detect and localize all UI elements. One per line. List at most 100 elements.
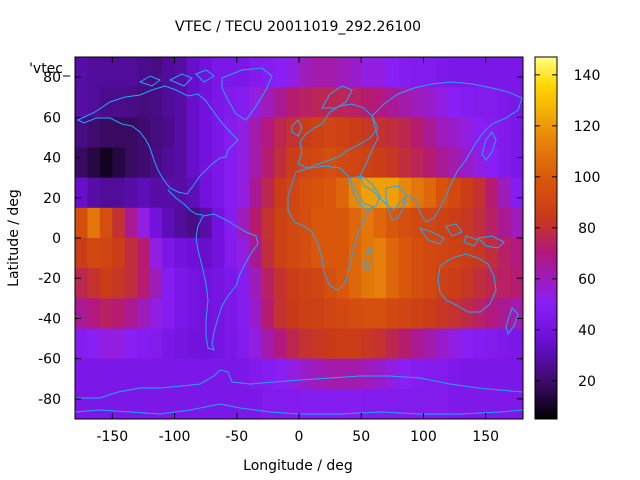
colorbar-tick-label: 140 (574, 68, 601, 84)
heatmap-cell (224, 238, 238, 269)
heatmap-cell (498, 388, 512, 419)
heatmap-cell (460, 207, 474, 239)
heatmap-cell (199, 147, 213, 179)
heatmap-cell (236, 268, 250, 299)
axis-ticks (75, 57, 523, 419)
heatmap-cell (460, 57, 474, 88)
heatmap-cell (299, 298, 313, 330)
heatmap-cell (299, 238, 313, 269)
heatmap-cell (373, 87, 387, 118)
heatmap-cell (348, 117, 362, 149)
heatmap-cell (348, 57, 362, 88)
heatmap-cell (99, 147, 113, 179)
heatmap-cell (112, 87, 126, 118)
heatmap-cell (162, 207, 176, 239)
heatmap-cell (87, 358, 101, 390)
heatmap-cell (87, 207, 101, 239)
heatmap-cell (236, 57, 250, 88)
heatmap-cell (286, 177, 300, 209)
heatmap-cell (423, 117, 437, 149)
heatmap-cell (236, 298, 250, 330)
heatmap-cell (174, 238, 188, 269)
heatmap-cell (473, 358, 487, 390)
coastline-british-isles (291, 119, 303, 137)
y-tick-label: 0 (52, 231, 61, 247)
heatmap-cell (448, 57, 462, 88)
heatmap-cell (162, 177, 176, 209)
heatmap-cell (398, 298, 412, 330)
heatmap-cell (485, 238, 499, 269)
heatmap-cell (249, 328, 263, 360)
heatmap-cell (386, 57, 400, 88)
heatmap-cell (75, 147, 89, 179)
heatmap-cell (398, 328, 412, 360)
heatmap-cell (448, 388, 462, 419)
heatmap-cell (336, 328, 350, 360)
heatmap-cell (149, 328, 163, 360)
heatmap-cell (137, 117, 151, 149)
heatmap-cell (311, 177, 325, 209)
heatmap-cell (411, 328, 425, 360)
heatmap-cell (460, 388, 474, 419)
y-tick-label: 60 (43, 110, 61, 126)
heatmap-cell (187, 177, 201, 209)
heatmap-cell (112, 207, 126, 239)
heatmap-cell (323, 238, 337, 269)
heatmap-cell (323, 117, 337, 149)
heatmap-cell (274, 298, 288, 330)
colorbar-tick-label: 80 (578, 221, 596, 237)
heatmap-cell (510, 177, 523, 209)
heatmap-cell (137, 207, 151, 239)
heatmap-cell (510, 238, 523, 269)
heatmap-cell (162, 388, 176, 419)
heatmap-cell (162, 238, 176, 269)
heatmap-cell (286, 388, 300, 419)
heatmap-cell (411, 57, 425, 88)
heatmap-cell (286, 328, 300, 360)
heatmap-cell (124, 238, 138, 269)
heatmap-cell (485, 328, 499, 360)
heatmap-cell (75, 238, 89, 269)
heatmap-cell (249, 298, 263, 330)
heatmap-cell (286, 358, 300, 390)
heatmap-cell (386, 117, 400, 149)
heatmap-cell (348, 388, 362, 419)
heatmap-cell (311, 388, 325, 419)
heatmap-cell (460, 177, 474, 209)
heatmap-cell (274, 358, 288, 390)
heatmap-cell (460, 238, 474, 269)
heatmap-cell (473, 57, 487, 88)
heatmap-cell (473, 147, 487, 179)
heatmap-cell (249, 388, 263, 419)
heatmap-cell (274, 117, 288, 149)
heatmap-cell (386, 328, 400, 360)
heatmap-cell (398, 87, 412, 118)
heatmap-cell (448, 207, 462, 239)
heatmap-cell (236, 207, 250, 239)
heatmap-cell (323, 388, 337, 419)
coastline-central-america (167, 189, 204, 216)
heatmap-cell (423, 328, 437, 360)
heatmap-cell (162, 117, 176, 149)
heatmap-cell (75, 57, 89, 88)
heatmap-cell (224, 177, 238, 209)
heatmap-cell (174, 147, 188, 179)
heatmap-cell (112, 268, 126, 299)
heatmap-cell (224, 388, 238, 419)
heatmap-cell (348, 87, 362, 118)
heatmap-cell (75, 358, 89, 390)
heatmap-cell (311, 358, 325, 390)
heatmap-cell (137, 147, 151, 179)
heatmap-cell (162, 358, 176, 390)
heatmap-cell (261, 147, 275, 179)
heatmap-cell (187, 358, 201, 390)
heatmap-cell (448, 298, 462, 330)
heatmap-cell (249, 177, 263, 209)
heatmap-cell (99, 298, 113, 330)
colorbar-tick-label: 100 (574, 170, 601, 186)
heatmap-cell (323, 268, 337, 299)
heatmap-cell (99, 268, 113, 299)
heatmap-cell (124, 117, 138, 149)
heatmap-cell (99, 358, 113, 390)
